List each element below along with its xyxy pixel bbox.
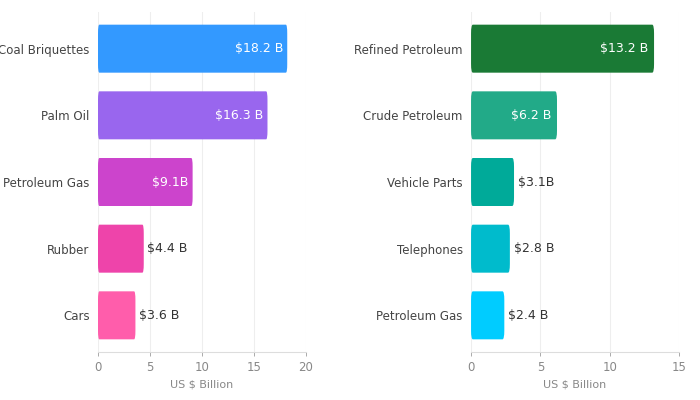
- FancyBboxPatch shape: [471, 91, 557, 139]
- Text: $4.4 B: $4.4 B: [147, 242, 187, 255]
- Text: $13.2 B: $13.2 B: [601, 42, 648, 55]
- Text: $16.3 B: $16.3 B: [215, 109, 263, 122]
- FancyBboxPatch shape: [98, 225, 144, 273]
- FancyBboxPatch shape: [98, 25, 287, 73]
- Text: $2.4 B: $2.4 B: [508, 309, 549, 322]
- FancyBboxPatch shape: [98, 91, 267, 139]
- Text: $2.8 B: $2.8 B: [514, 242, 554, 255]
- Text: $3.1B: $3.1B: [518, 176, 554, 188]
- FancyBboxPatch shape: [98, 158, 192, 206]
- Text: $3.6 B: $3.6 B: [139, 309, 179, 322]
- FancyBboxPatch shape: [471, 291, 504, 339]
- X-axis label: US $ Billion: US $ Billion: [543, 380, 607, 390]
- Text: $6.2 B: $6.2 B: [511, 109, 552, 122]
- FancyBboxPatch shape: [471, 158, 514, 206]
- Text: $18.2 B: $18.2 B: [234, 42, 283, 55]
- FancyBboxPatch shape: [471, 225, 510, 273]
- Text: $9.1B: $9.1B: [152, 176, 188, 188]
- FancyBboxPatch shape: [98, 291, 135, 339]
- X-axis label: US $ Billion: US $ Billion: [170, 380, 234, 390]
- FancyBboxPatch shape: [471, 25, 654, 73]
